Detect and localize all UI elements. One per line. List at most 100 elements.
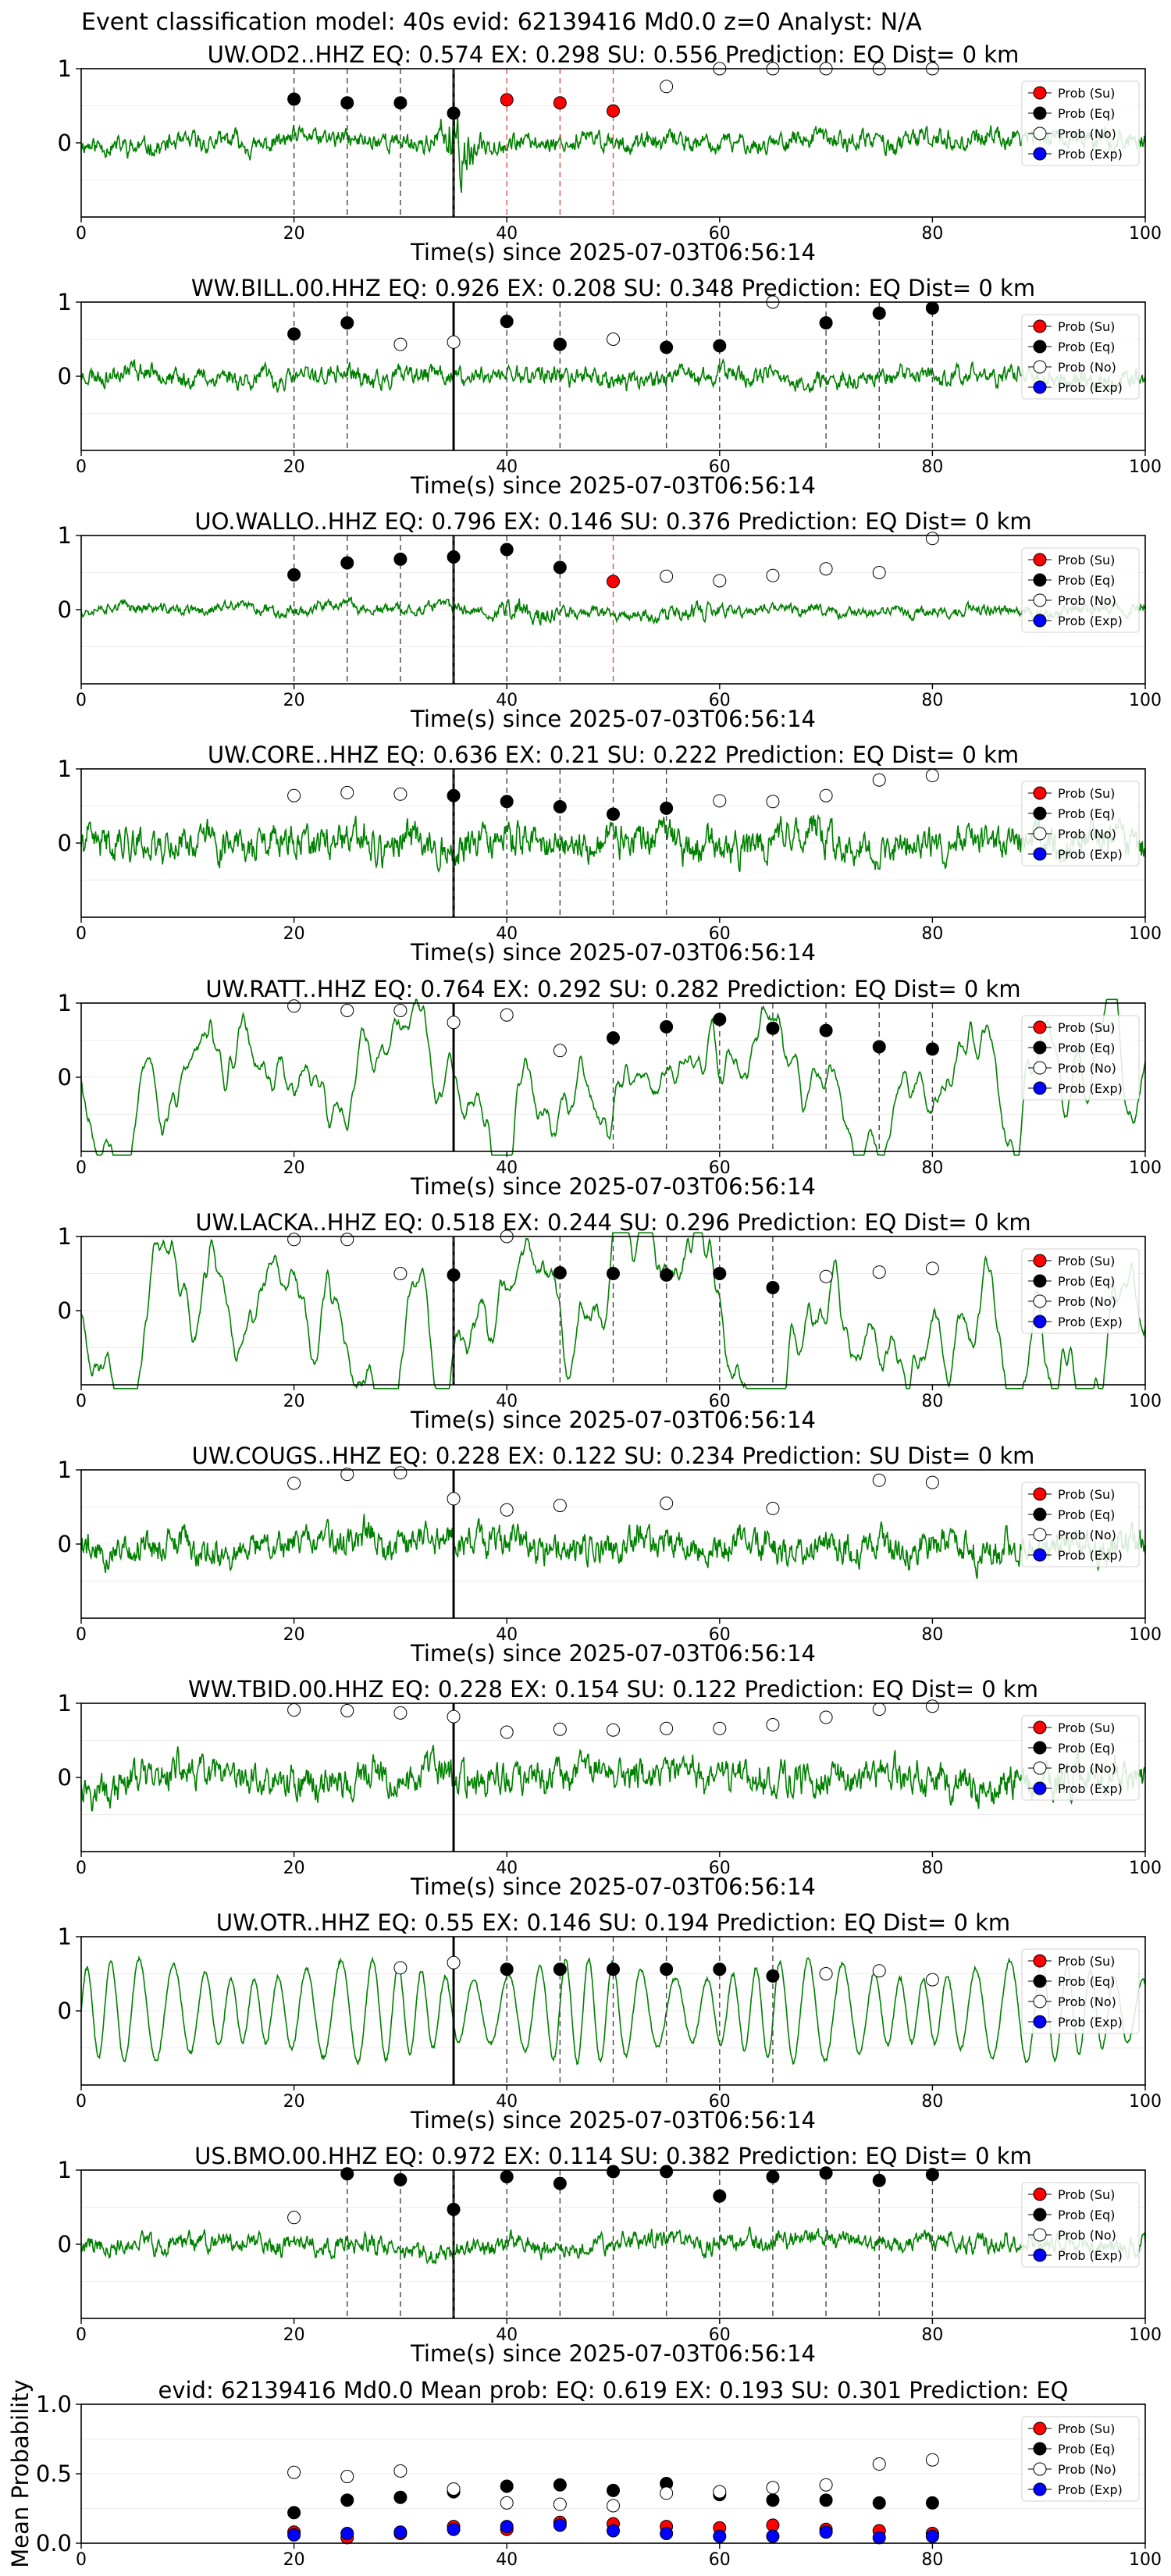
- y-tick-label: 1: [58, 756, 72, 782]
- legend-marker: [1033, 806, 1047, 820]
- x-tick-label: 60: [709, 224, 731, 244]
- prob-point-eq: [872, 306, 886, 320]
- legend-marker: [1033, 2462, 1047, 2476]
- legend-marker: [1033, 1254, 1047, 1268]
- legend-label: Prob (Exp): [1058, 2248, 1123, 2263]
- x-tick-label: 40: [496, 457, 518, 477]
- y-tick-label: 0: [58, 830, 72, 856]
- prob-point-eq: [713, 1962, 727, 1976]
- prob-point-eq: [500, 1962, 514, 1976]
- legend-marker: [1033, 147, 1047, 161]
- x-tick-label: 20: [283, 224, 305, 244]
- legend-label: Prob (No): [1058, 827, 1116, 841]
- legend-marker: [1033, 1081, 1047, 1095]
- legend-box: [1021, 314, 1140, 400]
- prob-point-eq: [660, 801, 674, 815]
- prob-point-no: [287, 1476, 301, 1490]
- x-tick-label: 20: [283, 2325, 305, 2345]
- mean-point-eq: [553, 2478, 567, 2492]
- legend-label: Prob (Exp): [1058, 147, 1123, 162]
- panel-title: UW.CORE..HHZ EQ: 0.636 EX: 0.21 SU: 0.22…: [208, 742, 1019, 768]
- x-tick-label: 0: [76, 2325, 87, 2345]
- figure-title: Event classification model: 40s evid: 62…: [81, 9, 922, 36]
- panel-11: evid: 62139416 Md0.0 Mean prob: EQ: 0.61…: [7, 2377, 1162, 2570]
- x-tick-label: 80: [921, 2325, 943, 2345]
- prob-point-eq: [500, 2170, 514, 2184]
- x-axis-label: Time(s) since 2025-07-03T06:56:14: [410, 2340, 816, 2367]
- x-tick-label: 100: [1129, 924, 1162, 944]
- x-tick-label: 40: [496, 1158, 518, 1178]
- legend-label: Prob (Su): [1058, 2421, 1115, 2436]
- panel-10: US.BMO.00.HHZ EQ: 0.972 EX: 0.114 SU: 0.…: [58, 2143, 1162, 2367]
- x-tick-label: 80: [921, 691, 943, 710]
- panel-title: UW.LACKA..HHZ EQ: 0.518 EX: 0.244 SU: 0.…: [195, 1209, 1030, 1236]
- waveform-trace: [80, 1232, 1146, 1389]
- prob-point-eq: [713, 2189, 727, 2203]
- x-tick-label: 0: [76, 2092, 87, 2112]
- prob-point-no: [340, 1468, 354, 1482]
- mean-point-no: [447, 2482, 461, 2496]
- mean-point-eq: [607, 2483, 620, 2497]
- prob-point-eq: [766, 1021, 780, 1035]
- prob-point-eq: [660, 340, 674, 354]
- prob-point-eq: [447, 550, 461, 564]
- x-tick-label: 80: [921, 457, 943, 477]
- mean-point-no: [553, 2497, 567, 2511]
- mean-point-exp: [393, 2525, 408, 2539]
- legend-box: [1021, 2182, 1140, 2268]
- mean-point-eq: [925, 2496, 939, 2510]
- x-tick-label: 60: [709, 1859, 731, 1878]
- prob-point-no: [393, 1961, 408, 1975]
- prob-point-no: [607, 1723, 620, 1737]
- x-tick-label: 60: [709, 2325, 731, 2345]
- x-tick-label: 60: [709, 1392, 731, 1411]
- prob-point-su: [607, 575, 620, 589]
- legend-label: Prob (No): [1058, 360, 1116, 375]
- prob-point-no: [766, 1718, 780, 1732]
- prob-point-eq: [819, 316, 833, 330]
- x-axis-label: Time(s) since 2025-07-03T06:56:14: [410, 1173, 816, 1200]
- legend-marker: [1033, 1781, 1047, 1795]
- y-tick-label: 0: [58, 130, 72, 156]
- legend-label: Prob (Eq): [1058, 2208, 1115, 2222]
- x-tick-label: 40: [496, 1625, 518, 1645]
- legend-label: Prob (Eq): [1058, 340, 1115, 354]
- prob-point-no: [925, 769, 939, 783]
- legend-marker: [1033, 573, 1047, 587]
- panels: UW.OD2..HHZ EQ: 0.574 EX: 0.298 SU: 0.55…: [7, 41, 1162, 2570]
- prob-point-no: [872, 1703, 886, 1717]
- prob-point-no: [872, 1473, 886, 1487]
- x-axis-label: Time(s) since 2025-07-03T06:56:14: [410, 472, 816, 499]
- prob-point-no: [872, 1265, 886, 1279]
- x-axis-label: Time(s) since 2025-07-03T06:56:14: [410, 1873, 816, 1900]
- legend-marker: [1033, 786, 1047, 800]
- prob-point-eq: [287, 92, 301, 106]
- prob-point-eq: [713, 339, 727, 353]
- x-tick-label: 60: [709, 1158, 731, 1178]
- mean-point-exp: [287, 2528, 301, 2542]
- prob-point-no: [553, 1044, 567, 1058]
- prob-point-no: [393, 1466, 408, 1480]
- x-tick-label: 100: [1129, 2092, 1162, 2112]
- y-tick-label: 1: [58, 289, 72, 315]
- x-tick-label: 0: [76, 1859, 87, 1878]
- legend-marker: [1033, 1061, 1047, 1075]
- x-axis-label: Time(s) since 2025-07-03T06:56:14: [410, 939, 816, 966]
- prob-point-no: [500, 1503, 514, 1517]
- prob-point-eq: [925, 1042, 939, 1056]
- y-tick-label: 0.0: [36, 2530, 72, 2556]
- prob-point-no: [447, 1492, 461, 1506]
- mean-point-eq: [287, 2506, 301, 2520]
- prob-point-no: [500, 1008, 514, 1022]
- prob-point-no: [287, 788, 301, 802]
- x-tick-label: 20: [283, 924, 305, 944]
- prob-point-no: [713, 574, 727, 588]
- legend-box: [1021, 547, 1140, 633]
- mean-point-no: [766, 2481, 780, 2495]
- mean-point-su: [766, 2518, 780, 2532]
- prob-point-eq: [553, 337, 567, 351]
- prob-point-no: [660, 1721, 674, 1735]
- legend-marker: [1033, 1487, 1047, 1501]
- legend-marker: [1033, 1274, 1047, 1288]
- mean-point-exp: [660, 2527, 674, 2541]
